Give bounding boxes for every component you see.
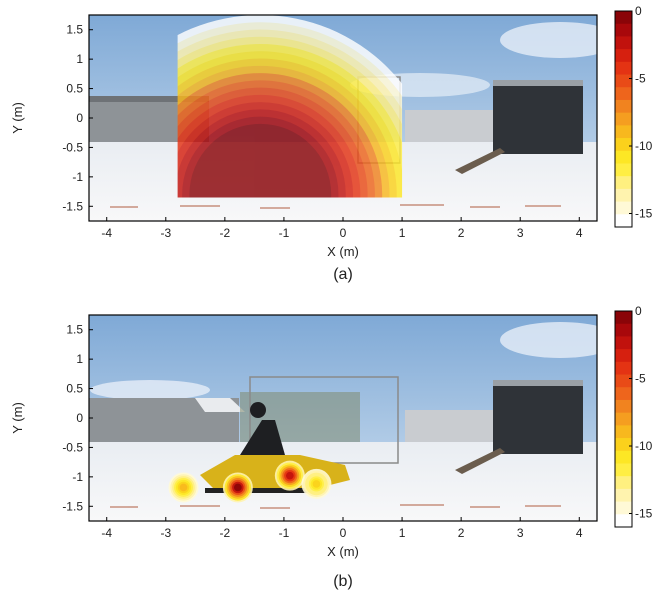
axes-a: -4 -3 -2 -1 0 1 2 3 4 1.5 1 0.5 0 -0.5 -1 -1.5 xyxy=(62,23,583,240)
colorbar-swatch xyxy=(615,112,632,126)
colorbar-swatch xyxy=(615,336,632,350)
caption-a: (a) xyxy=(333,266,353,283)
colorbar-swatch xyxy=(615,349,632,363)
axes-b: -4 -3 -2 -1 0 1 2 3 4 1.5 1 0.5 0 -0.5 -1 -1.5 xyxy=(62,323,583,540)
x-tick-label: -1 xyxy=(279,526,290,540)
x-tick-label: 1 xyxy=(399,226,406,240)
colorbar-swatch xyxy=(615,387,632,401)
y-axis-label-a: Y (m) xyxy=(10,102,25,134)
y-tick-label: -1 xyxy=(72,170,83,184)
y-tick-label: -0.5 xyxy=(62,140,83,154)
colorbar-tick-label: -15 xyxy=(635,507,653,521)
x-tick-label: 0 xyxy=(340,526,347,540)
colorbar-swatch xyxy=(615,61,632,76)
colorbar-tick-label: -10 xyxy=(635,139,653,153)
x-axis-label-b: X (m) xyxy=(327,544,359,559)
y-tick-label: -1 xyxy=(72,470,83,484)
colorbar-swatch xyxy=(615,74,632,88)
colorbar-swatch xyxy=(615,438,632,452)
colorbar-swatch xyxy=(615,201,632,215)
colorbar-swatch xyxy=(615,323,632,337)
colorbar-b: 0 -5 -10 -15 xyxy=(614,304,653,528)
y-axis-label-b: Y (m) xyxy=(10,402,25,434)
colorbar-frame xyxy=(614,10,633,228)
y-tick-label: 1.5 xyxy=(66,323,83,337)
colorbar-swatch xyxy=(615,138,632,152)
colorbar-swatch xyxy=(615,150,632,164)
x-tick-label: 4 xyxy=(576,226,583,240)
colorbar-swatch xyxy=(615,311,632,325)
x-tick-label: -2 xyxy=(220,526,231,540)
colorbar-swatch xyxy=(615,361,632,376)
y-tick-label: -1.5 xyxy=(62,499,83,513)
x-tick-label: -2 xyxy=(220,226,231,240)
colorbar-swatch xyxy=(615,412,632,426)
chart-panel-a: -4 -3 -2 -1 0 1 2 3 41.510.50-0.5-1-1.5 X (m) Y … xyxy=(10,4,653,283)
x-tick-label: 0 xyxy=(340,226,347,240)
colorbar-swatch xyxy=(615,36,632,50)
colorbar-tick-label: -10 xyxy=(635,439,653,453)
x-tick-label: 2 xyxy=(458,226,465,240)
x-tick-label: -4 xyxy=(101,226,112,240)
background-photo-b xyxy=(89,315,597,521)
y-tick-label: -0.5 xyxy=(62,440,83,454)
x-tick-label: -3 xyxy=(160,526,171,540)
colorbar-swatch xyxy=(615,49,632,63)
colorbar-swatch xyxy=(615,514,632,528)
x-tick-label: 1 xyxy=(399,526,406,540)
x-tick-label: 3 xyxy=(517,526,524,540)
chart-panel-b: -4 -3 -2 -1 0 1 2 3 41.510.50-0.5-1-1.5 X (m) Y … xyxy=(10,304,653,590)
x-tick-label: 3 xyxy=(517,226,524,240)
hotspot-contour xyxy=(233,483,242,492)
colorbar-tick-label: -5 xyxy=(635,372,646,386)
y-tick-label: 0 xyxy=(76,111,83,125)
colorbar-tick-label: 0 xyxy=(635,4,642,18)
x-tick-label: 4 xyxy=(576,526,583,540)
colorbar-swatch xyxy=(615,11,632,25)
colorbar-swatch xyxy=(615,23,632,37)
y-tick-label: -1.5 xyxy=(62,199,83,213)
colorbar-swatch xyxy=(615,125,632,139)
intensity-contour xyxy=(189,123,332,198)
y-tick-label: 1 xyxy=(76,52,83,66)
colorbar-swatch xyxy=(615,176,632,190)
x-axis-label-a: X (m) xyxy=(327,244,359,259)
colorbar-swatch xyxy=(615,399,632,414)
colorbar-tick-label: 0 xyxy=(635,304,642,318)
intensity-map-a xyxy=(177,15,403,198)
colorbar-swatch xyxy=(615,488,632,503)
caption-b: (b) xyxy=(333,573,353,590)
colorbar-swatch xyxy=(615,188,632,203)
colorbar-swatch xyxy=(615,450,632,464)
colorbar-swatch xyxy=(615,99,632,114)
colorbar-swatch xyxy=(615,425,632,439)
colorbar-tick-label: -15 xyxy=(635,207,653,221)
colorbar-swatch xyxy=(615,87,632,101)
intensity-map-b xyxy=(168,460,332,503)
colorbar-swatch xyxy=(615,476,632,490)
hotspot-contour xyxy=(285,471,294,480)
y-tick-label: 0.5 xyxy=(66,382,83,396)
colorbar-swatch xyxy=(615,214,632,228)
y-tick-label: 0 xyxy=(76,411,83,425)
colorbar-swatch xyxy=(615,501,632,515)
colorbar-tick-label: -5 xyxy=(635,72,646,86)
y-tick-label: 1 xyxy=(76,352,83,366)
hotspot-contour xyxy=(179,483,188,492)
x-tick-label: -4 xyxy=(101,526,112,540)
colorbar-swatch xyxy=(615,463,632,477)
y-tick-label: 0.5 xyxy=(66,82,83,96)
hotspot-contour xyxy=(312,480,321,488)
colorbar-swatch xyxy=(615,374,632,388)
x-tick-label: -1 xyxy=(279,226,290,240)
y-tick-label: 1.5 xyxy=(66,23,83,37)
x-tick-label: 2 xyxy=(458,526,465,540)
colorbar-a: 0 -5 -10 -15 xyxy=(614,4,653,228)
colorbar-swatch xyxy=(615,163,632,177)
x-tick-label: -3 xyxy=(160,226,171,240)
colorbar-frame xyxy=(614,310,633,528)
